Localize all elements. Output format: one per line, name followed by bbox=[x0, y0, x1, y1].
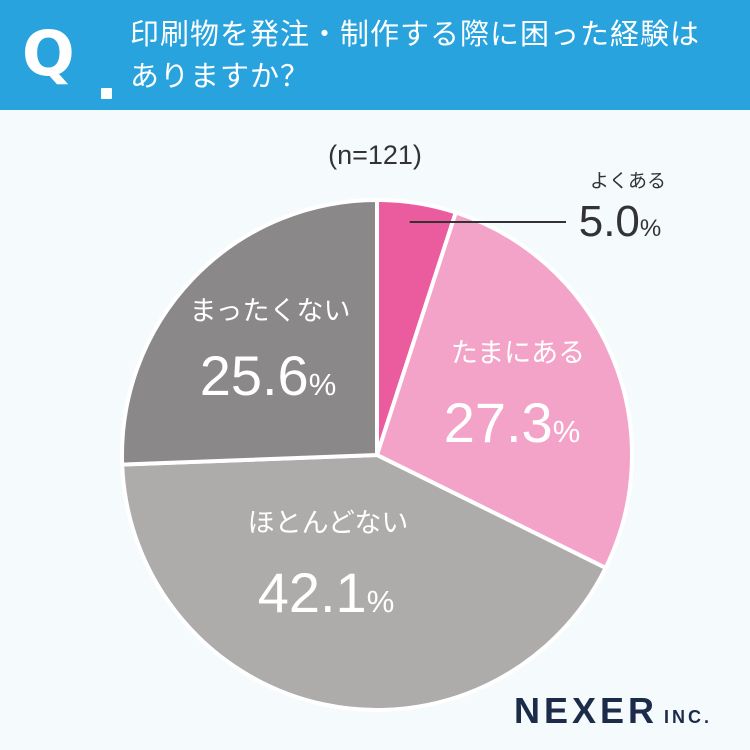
pie-slice-4 bbox=[120, 198, 379, 467]
slice-label-1: よくある bbox=[590, 170, 666, 192]
nexer-logo: NEXER INC. bbox=[514, 690, 712, 732]
question-line-2: ありますか？ bbox=[130, 59, 311, 93]
q-dot-decoration bbox=[101, 88, 112, 99]
slice-percent-1: 5.0% bbox=[579, 197, 662, 246]
question-header: Q 印刷物を発注・制作する際に困った経験は ありますか？ bbox=[0, 0, 750, 110]
logo-main: NEXER bbox=[514, 690, 659, 731]
q-mark: Q bbox=[22, 17, 75, 90]
question-line-1: 印刷物を発注・制作する際に困った経験は bbox=[130, 17, 701, 51]
logo-suffix: INC. bbox=[664, 707, 713, 727]
slice-percent-2: 27.3% bbox=[444, 391, 581, 454]
slice-label-2: たまにある bbox=[451, 338, 585, 369]
pie-slice-2 bbox=[375, 210, 634, 570]
slice-percent-3: 42.1% bbox=[258, 561, 395, 624]
slice-label-4: まったくない bbox=[190, 296, 351, 327]
pie-slice-3 bbox=[120, 453, 608, 712]
sample-size: (n=121) bbox=[328, 140, 422, 170]
slice-percent-4: 25.6% bbox=[200, 344, 337, 407]
question-text: 印刷物を発注・制作する際に困った経験は ありますか？ bbox=[130, 13, 730, 97]
slice-label-3: ほとんどない bbox=[248, 508, 409, 539]
